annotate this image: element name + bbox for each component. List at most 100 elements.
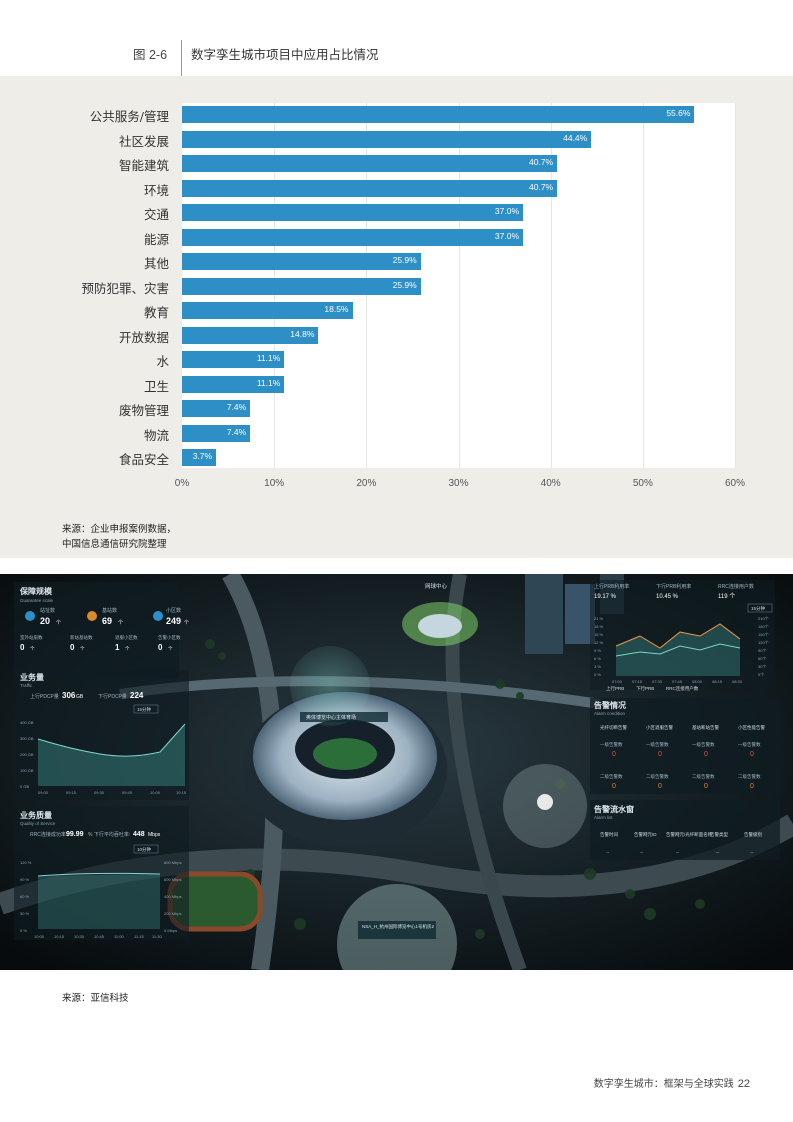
figure-separator: [181, 40, 182, 76]
qos-y-axis-right: 800 Mbps 600 Mbps 400 Mbps 200 Mbps 0 Mb…: [164, 860, 182, 933]
bar-value-label: 3.7%: [192, 451, 213, 461]
bar-value-label: 11.1%: [256, 377, 281, 388]
right-x-3: 07:30: [652, 679, 663, 684]
alarm-row-2-values: 0 0 0 0: [612, 783, 754, 790]
traffic-x-1: 09:00: [38, 790, 49, 795]
right-y-left-3: 15 %: [594, 632, 604, 637]
chart-source: 来源：企业申报案例数据， 中国信息通信研究院整理: [62, 522, 176, 552]
right-x-7: 08:30: [732, 679, 743, 684]
qos-y-left-4: 30 %: [20, 911, 30, 916]
alarm-row2-label-4: 二级告警数: [738, 773, 761, 780]
small-stat-value-4: 0: [158, 643, 163, 652]
right-y-right-5: 90个: [758, 648, 766, 653]
small-stat-unit-1: 个: [30, 646, 35, 651]
alarm-row1-value-1: 0: [612, 751, 616, 758]
flow-header-3: 告警网元/光纤断面名称: [666, 831, 713, 838]
qos-x-6: 11:15: [134, 934, 144, 939]
alarm-row-1-labels: 一级告警数 一级告警数 一级告警数 一级告警数: [600, 741, 761, 748]
bar: 40.7%: [182, 179, 558, 197]
flow-cell-4: --: [716, 850, 720, 856]
right-y-right-4: 120个: [758, 640, 769, 645]
bar: 37.0%: [182, 204, 524, 221]
small-stat-value-1: 0: [20, 643, 25, 652]
right-x-1: 07:00: [612, 679, 623, 684]
right-value-dl: 10.45 %: [656, 594, 679, 600]
right-y-right-1: 210个: [758, 616, 769, 621]
gridline: [550, 103, 552, 468]
bar: 25.9%: [182, 253, 421, 270]
small-stat-unit-3: 个: [125, 646, 130, 651]
right-y-left-7: 3 %: [594, 664, 601, 669]
map-label-site: NSA_H_杭州国际博览中心1号机房2: [362, 923, 435, 930]
right-y-left-6: 6 %: [594, 656, 601, 661]
traffic-up-unit: GB: [76, 694, 84, 700]
right-y-left-8: 0 %: [594, 672, 601, 677]
bar-value-label: 55.6%: [666, 108, 691, 118]
guarantee-small-stats: 室外站扇数 0 个 新站基站数 0 个 退服小区数 1 个 告警小区数 0 个: [20, 634, 181, 652]
chart-source-line-2: 中国信息通信研究院整理: [62, 539, 167, 550]
x-tick-label: 60%: [724, 478, 746, 489]
stat-unit-sites: 个: [56, 620, 61, 626]
qos-title: 业务质量: [20, 810, 52, 820]
traffic-y-2: 300 GB: [20, 736, 34, 741]
stat-value-cells: 249: [166, 616, 181, 626]
right-x-2: 07:15: [632, 679, 643, 684]
traffic-y-axis: 400 GB 300 GB 200 GB 100 GB 0 GB: [20, 720, 34, 789]
bar: 25.9%: [182, 277, 421, 295]
bar-value-label: 25.9%: [392, 279, 417, 290]
right-y-right-7: 30个: [758, 664, 766, 669]
right-x-5: 08:00: [692, 679, 703, 684]
category-label: 其他: [143, 256, 169, 271]
alarm-row-1-values: 0 0 0 0: [612, 751, 754, 758]
category-label: 智能建筑: [118, 158, 169, 173]
traffic-down-label: 下行PDCP量: [98, 693, 127, 700]
flow-cell-2: --: [640, 850, 644, 856]
bar: 11.1%: [182, 375, 285, 393]
bar-value-label: 7.4%: [226, 426, 247, 437]
traffic-y-1: 400 GB: [20, 720, 34, 725]
qos-y-left-5: 0 %: [20, 928, 27, 933]
traffic-y-3: 200 GB: [20, 752, 34, 757]
alarm-row1-label-3: 一级告警数: [692, 741, 715, 748]
bar-value-label: 44.4%: [563, 132, 588, 143]
right-y-left-2: 18 %: [594, 624, 604, 629]
digital-twin-dashboard-image: 保障规模 Guarantee scale 站址数 20 个 基站数 69 个 小…: [0, 574, 793, 970]
traffic-x-3: 09:30: [94, 790, 105, 795]
alarm-row1-label-2: 一级告警数: [646, 741, 669, 748]
small-stat-label-3: 退服小区数: [115, 634, 138, 641]
qos-range-select: 10分钟: [137, 846, 152, 853]
alarm-row1-label-1: 一级告警数: [600, 741, 623, 748]
right-top-values: 19.17 % 10.45 % 119 个: [594, 593, 735, 600]
guarantee-sub: Guarantee scale: [20, 598, 54, 603]
small-stat-value-2: 0: [70, 643, 75, 652]
alarm-title: 告警情况: [594, 700, 626, 710]
right-y-left: 21 % 18 % 15 % 12 % 9 % 6 % 3 % 0 %: [594, 616, 604, 677]
qos-y-left-2: 90 %: [20, 877, 30, 882]
right-legend: 上行PRB 下行PRB RRC连接用户数: [606, 685, 699, 692]
flow-cell-1: --: [606, 850, 610, 856]
bar: 44.4%: [182, 130, 592, 148]
alarm-row1-value-3: 0: [704, 751, 708, 758]
bar-value-label: 37.0%: [494, 230, 520, 241]
alarm-row1-value-2: 0: [658, 751, 662, 758]
traffic-up-label: 上行PDCP量: [30, 693, 59, 700]
chart-source-line-1: 来源：企业申报案例数据，: [62, 524, 177, 535]
right-y-left-1: 21 %: [594, 616, 604, 621]
traffic-y-4: 100 GB: [20, 768, 34, 773]
category-label: 能源: [143, 231, 169, 247]
qos-sub: Quality of Service: [20, 821, 56, 826]
x-tick-label: 40%: [540, 478, 561, 489]
right-legend-3: RRC连接用户数: [666, 685, 699, 692]
right-x-6: 08:15: [712, 679, 723, 684]
qos-x-4: 10:45: [94, 934, 105, 939]
stat-value-sites: 20: [40, 616, 50, 626]
bar: 3.7%: [182, 449, 217, 466]
bar-value-label: 14.8%: [290, 328, 315, 339]
right-y-right-3: 150个: [758, 632, 769, 637]
traffic-x-6: 10:15: [176, 790, 187, 795]
gridline: [642, 103, 644, 468]
flow-title: 告警流水窗: [594, 804, 634, 814]
qos-x-3: 10:30: [74, 934, 85, 939]
page-number: 22: [737, 1078, 750, 1090]
qos-dl-value: 448: [133, 831, 145, 838]
